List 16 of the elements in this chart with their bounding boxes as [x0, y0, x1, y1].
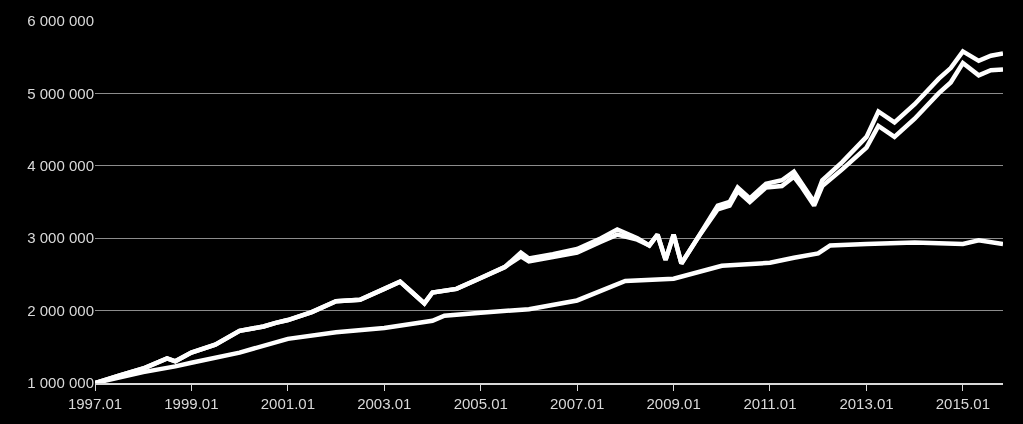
x-tick-label: 2015.01 [935, 394, 990, 412]
x-tick-label: 2005.01 [453, 394, 508, 412]
x-tick-label: 2001.01 [260, 394, 315, 412]
x-tick-label: 2007.01 [550, 394, 605, 412]
y-tick-label: 2 000 000 [27, 301, 94, 319]
y-tick-label: 5 000 000 [27, 84, 94, 102]
x-tick-label: 1997.01 [67, 394, 123, 412]
y-tick-label: 6 000 000 [27, 12, 94, 30]
x-tick-label: 2009.01 [646, 394, 701, 412]
x-tick-label: 2003.01 [357, 394, 412, 412]
y-tick-label: 3 000 000 [27, 229, 94, 247]
y-tick-label: 1 000 000 [27, 374, 94, 392]
y-tick-label: 4 000 000 [27, 157, 94, 175]
x-tick-label: 2013.01 [839, 394, 894, 412]
x-tick-label: 1999.01 [164, 394, 219, 412]
x-tick-label: 2011.01 [743, 394, 797, 412]
